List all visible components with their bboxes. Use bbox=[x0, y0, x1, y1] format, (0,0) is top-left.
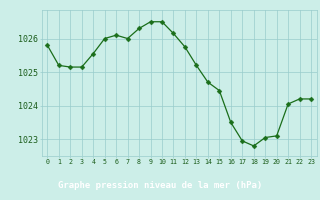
Text: Graphe pression niveau de la mer (hPa): Graphe pression niveau de la mer (hPa) bbox=[58, 182, 262, 190]
